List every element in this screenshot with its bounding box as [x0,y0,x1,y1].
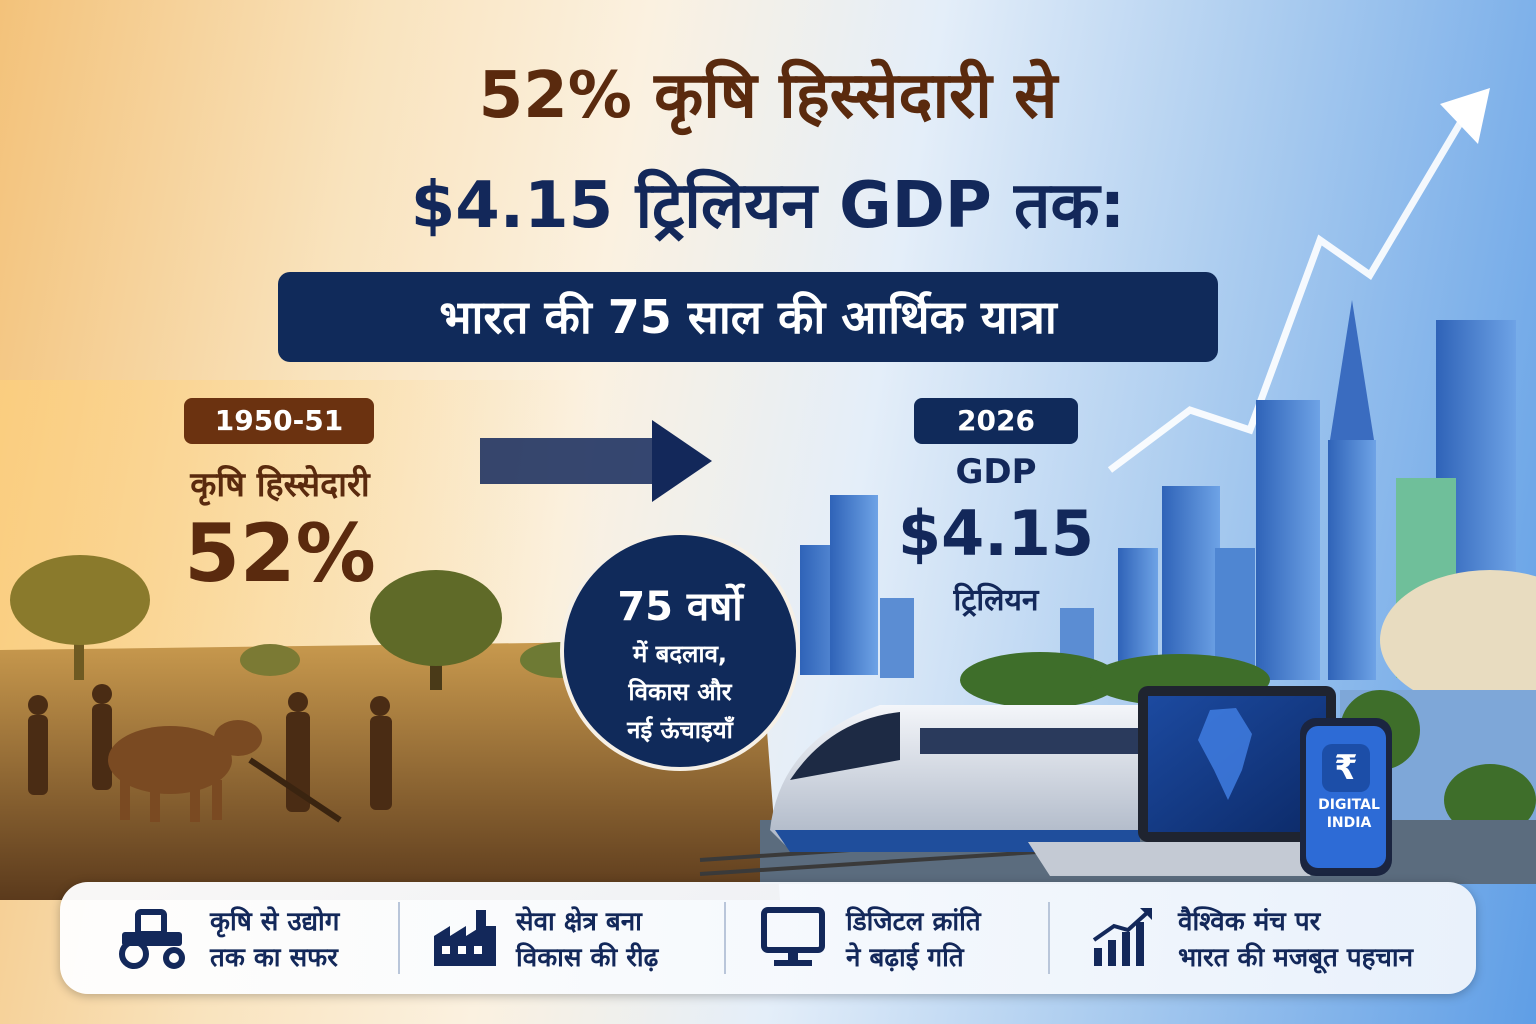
divider-1 [398,902,400,974]
feature-service-sector: सेवा क्षेत्र बना विकास की रीढ़ [430,882,730,994]
smartphone-device: ₹ [1300,718,1392,876]
digital-india-label: DIGITAL INDIA [1306,796,1392,832]
tree-left [10,555,150,680]
agri-share-value: 52% [184,507,376,600]
feature-3-line-2: ने बढ़ाई गति [846,943,964,973]
feature-global-stage: वैश्विक मंच पर भारत की मजबूत पहचान [1088,882,1448,994]
bullet-train [770,705,1140,852]
feature-4-line-2: भारत की मजबूत पहचान [1178,943,1414,973]
feature-4-line-1: वैश्विक मंच पर [1178,907,1321,937]
circle-line-4: नई ऊंचाइयाँ [627,716,733,744]
feature-3-line-1: डिजिटल क्रांति [846,907,981,937]
growth-chart-icon [1092,908,1152,966]
tractor-icon [119,909,185,969]
digital-india-line-2: INDIA [1326,815,1372,831]
circle-line-3: विकास और [628,678,732,706]
feature-agri-to-industry: कृषि से उद्योग तक का सफर [116,882,416,994]
rupee-icon: ₹ [1334,748,1358,788]
growth-trend-line [1107,118,1466,473]
features-bar: कृषि से उद्योग तक का सफर सेवा क्षेत्र बन… [60,882,1476,994]
divider-2 [724,902,726,974]
feature-1-line-1: कृषि से उद्योग [210,907,340,937]
tree-middle [370,570,502,690]
subtitle-banner: भारत की 75 साल की आर्थिक यात्रा [278,272,1218,362]
year-badge-1950: 1950-51 [184,398,374,444]
gdp-label: GDP [955,452,1037,492]
gdp-unit: ट्रिलियन [953,583,1039,618]
gdp-value: $4.15 [897,497,1095,570]
feature-2-line-2: विकास की रीढ़ [516,943,659,973]
computer-icon [761,907,825,966]
feature-2-line-1: सेवा क्षेत्र बना [516,907,642,937]
headline-line-2: $4.15 ट्रिलियन GDP तक: [410,169,1126,243]
circle-line-1: 75 वर्षो [617,584,743,630]
feature-1-line-2: तक का सफर [210,943,338,973]
circle-line-2: में बदलाव, [632,640,728,668]
factory-icon [434,910,496,966]
divider-3 [1048,902,1050,974]
year-badge-2026: 2026 [914,398,1078,444]
agri-share-label: कृषि हिस्सेदारी [190,465,370,505]
transition-arrow [480,420,712,502]
feature-digital-revolution: डिजिटल क्रांति ने बढ़ाई गति [758,882,1058,994]
digital-india-line-1: DIGITAL [1318,797,1380,813]
headline-line-1: 52% कृषि हिस्सेदारी से [478,59,1058,133]
years-change-badge: 75 वर्षो में बदलाव, विकास और नई ऊंचाइयाँ [560,531,800,771]
laptop-device [1028,686,1338,876]
